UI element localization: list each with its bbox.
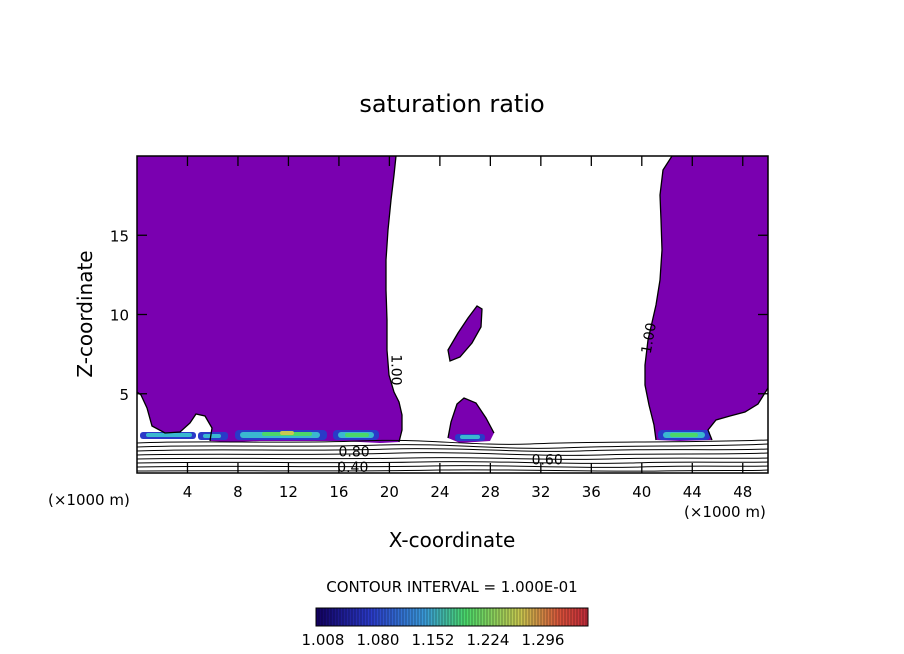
contour-interval-text: CONTOUR INTERVAL = 1.000E-01 — [326, 578, 577, 596]
x-units-left: (×1000 m) — [48, 491, 130, 509]
x-tick-label: 28 — [481, 483, 500, 501]
chart-title: saturation ratio — [359, 90, 544, 118]
contour-label: 1.00 — [639, 322, 660, 355]
y-tick-label: 5 — [119, 386, 129, 404]
contour-label: 1.00 — [388, 354, 404, 385]
x-tick-label: 4 — [183, 483, 193, 501]
y-axis-label: Z-coordinate — [73, 250, 97, 377]
y-tick-label: 15 — [110, 227, 129, 245]
x-units-right: (×1000 m) — [684, 503, 766, 521]
x-tick-label: 40 — [632, 483, 651, 501]
x-tick-label: 44 — [683, 483, 702, 501]
colorbar-tick-label: 1.080 — [357, 631, 400, 649]
x-tick-label: 32 — [531, 483, 550, 501]
contour-label: 0.40 — [337, 460, 368, 476]
x-axis-label: X-coordinate — [389, 528, 516, 552]
colorbar-tick-label: 1.008 — [302, 631, 345, 649]
contour-lines-1 — [137, 156, 768, 443]
fill-region-lower-small-cloud — [448, 398, 494, 443]
x-tick-label: 36 — [582, 483, 601, 501]
x-tick-label: 24 — [430, 483, 449, 501]
supersaturation-strips — [140, 430, 710, 441]
x-tick-label: 48 — [733, 483, 752, 501]
x-tick-label: 8 — [233, 483, 243, 501]
fill-region-left-plume — [137, 156, 402, 443]
fill-region-upper-small-cloud — [448, 306, 482, 361]
colorbar-tick-label: 1.296 — [522, 631, 565, 649]
contour-lines-lower — [137, 439, 768, 472]
colorbar-labels: 1.008 1.080 1.152 1.224 1.296 — [302, 631, 565, 649]
colorbar-hatching — [318, 608, 587, 626]
fill-region-right-plume — [645, 156, 768, 441]
contour-label-layer: 1.00 1.00 0.800.40 0.60 — [337, 322, 660, 476]
y-tick-label: 10 — [110, 307, 129, 325]
colorbar-tick-label: 1.152 — [412, 631, 455, 649]
x-tick-label: 16 — [329, 483, 348, 501]
x-tick-label: 12 — [279, 483, 298, 501]
x-tick-label: 20 — [380, 483, 399, 501]
contour-label: 0.80 — [338, 444, 369, 460]
colorbar: 1.008 1.080 1.152 1.224 1.296 — [302, 607, 589, 649]
plot-area: 1.00 1.00 0.800.40 0.60 — [137, 156, 768, 476]
colorbar-tick-label: 1.224 — [467, 631, 510, 649]
colorbar-gradient — [315, 607, 589, 627]
contour-label: 0.60 — [532, 452, 563, 468]
